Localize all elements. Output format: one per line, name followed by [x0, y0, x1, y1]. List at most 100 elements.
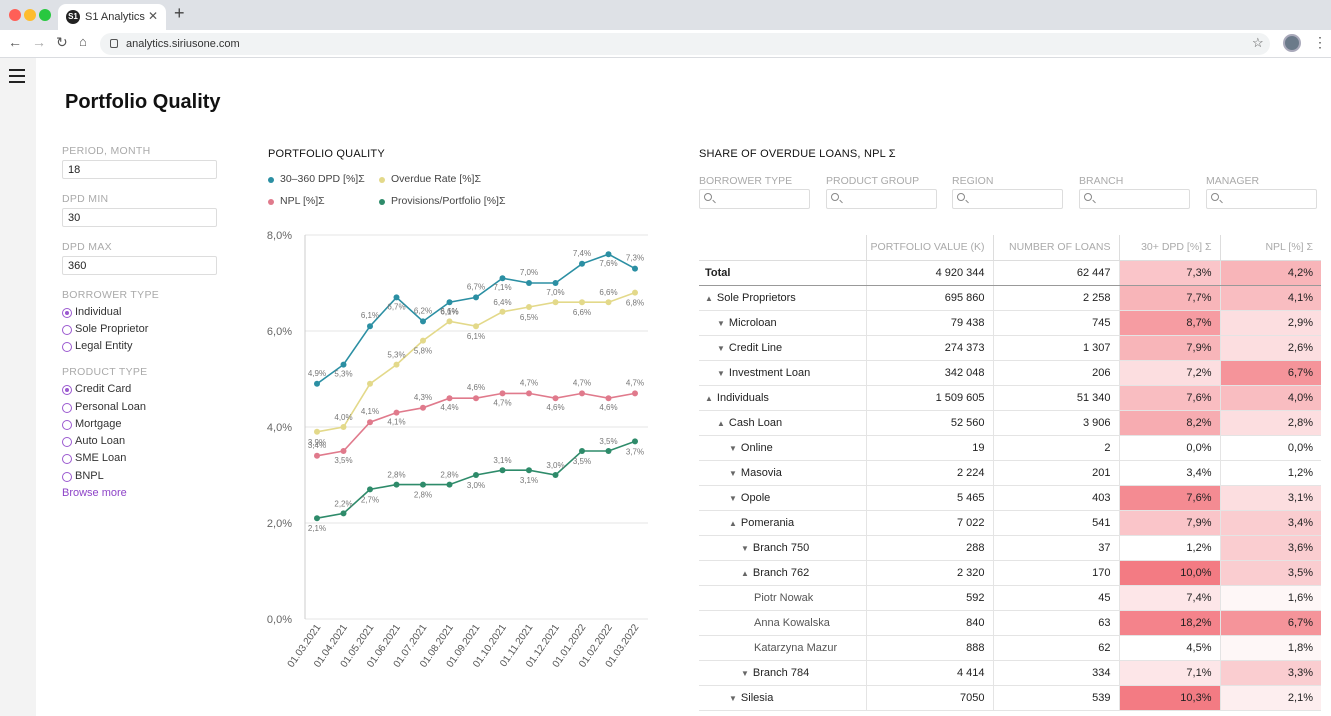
data-point	[526, 390, 532, 397]
data-label: 4,4%	[440, 403, 458, 412]
cell-dpd: 8,7%	[1118, 310, 1220, 336]
column-header[interactable]: NPL [%] Σ	[1219, 235, 1321, 261]
legend-item-overdue[interactable]: Overdue Rate [%]Σ	[379, 173, 481, 185]
cell-loans: 1 307	[992, 335, 1119, 361]
expand-arrow-icon[interactable]: ▼	[717, 318, 725, 328]
table-row[interactable]: ▼ Branch 784 4 414 334 7,1% 3,3%	[699, 660, 1321, 686]
table-row[interactable]: ▼ Masovia 2 224 201 3,4% 1,2%	[699, 460, 1321, 486]
search-input-region[interactable]	[952, 189, 1063, 209]
radio-bnpl[interactable]: BNPL	[62, 470, 104, 482]
expand-arrow-icon[interactable]: ▼	[729, 693, 737, 703]
data-point	[314, 428, 320, 435]
table-row[interactable]: ▼ Silesia 7050 539 10,3% 2,1%	[699, 685, 1321, 711]
table-row[interactable]: ▲ Sole Proprietors 695 860 2 258 7,7% 4,1%	[699, 285, 1321, 311]
reload-icon[interactable]: ↻	[56, 34, 68, 50]
new-tab-icon[interactable]: +	[174, 3, 185, 23]
search-input-manager[interactable]	[1206, 189, 1317, 209]
data-point	[314, 515, 320, 522]
table-row[interactable]: ▼ Branch 750 288 37 1,2% 3,6%	[699, 535, 1321, 561]
borrower-type-label: BORROWER TYPE	[62, 289, 160, 301]
dpd-min-label: DPD MIN	[62, 193, 109, 205]
data-label: 4,6%	[546, 403, 564, 412]
expand-arrow-icon[interactable]: ▼	[729, 443, 737, 453]
browser-tab[interactable]: S1 S1 Analytics ✕	[58, 4, 166, 30]
row-label: Masovia	[740, 466, 782, 479]
period-input[interactable]: 18	[62, 160, 217, 179]
table-row[interactable]: Anna Kowalska 840 63 18,2% 6,7%	[699, 610, 1321, 636]
dpd-max-input[interactable]: 360	[62, 256, 217, 275]
minimize-window-button[interactable]	[24, 9, 36, 21]
expand-arrow-icon[interactable]: ▼	[741, 543, 749, 553]
overdue-loans-table: PORTFOLIO VALUE (K) NUMBER OF LOANS 30+ …	[699, 235, 1321, 711]
data-point	[605, 448, 612, 454]
dpd-min-input[interactable]: 30	[62, 208, 217, 227]
expand-arrow-icon[interactable]: ▼	[717, 343, 725, 353]
legend-item-npl[interactable]: NPL [%]Σ	[268, 195, 325, 207]
search-input-borrower-type[interactable]	[699, 189, 810, 209]
table-row[interactable]: ▼ Investment Loan 342 048 206 7,2% 6,7%	[699, 360, 1321, 386]
data-label: 3,7%	[626, 447, 644, 456]
cell-dpd: 8,2%	[1118, 410, 1220, 436]
table-row[interactable]: ▼ Microloan 79 438 745 8,7% 2,9%	[699, 310, 1321, 336]
data-point	[632, 390, 638, 397]
collapse-arrow-icon[interactable]: ▲	[705, 293, 713, 303]
forward-icon[interactable]: →	[32, 34, 46, 50]
hamburger-menu-icon[interactable]	[9, 69, 25, 83]
table-row[interactable]: Katarzyna Mazur 888 62 4,5% 1,8%	[699, 635, 1321, 661]
maximize-window-button[interactable]	[39, 9, 51, 21]
table-row[interactable]: ▼ Online 19 2 0,0% 0,0%	[699, 435, 1321, 461]
expand-arrow-icon[interactable]: ▼	[741, 668, 749, 678]
data-label: 7,3%	[626, 254, 644, 263]
cell-dpd: 7,3%	[1118, 260, 1220, 286]
table-row[interactable]: ▲ Cash Loan 52 560 3 906 8,2% 2,8%	[699, 410, 1321, 436]
data-point	[340, 424, 347, 430]
cell-loans: 45	[992, 585, 1119, 611]
product-type-label: PRODUCT TYPE	[62, 366, 148, 378]
column-header[interactable]: NUMBER OF LOANS	[992, 235, 1119, 261]
data-point	[340, 361, 347, 368]
radio-credit-card[interactable]: Credit Card	[62, 383, 131, 395]
expand-arrow-icon[interactable]: ▼	[717, 368, 725, 378]
table-row[interactable]: Piotr Nowak 592 45 7,4% 1,6%	[699, 585, 1321, 611]
back-icon[interactable]: ←	[8, 34, 22, 50]
radio-mortgage[interactable]: Mortgage	[62, 418, 121, 430]
legend-marker	[268, 199, 274, 205]
data-label: 4,1%	[361, 407, 379, 416]
profile-avatar[interactable]	[1283, 34, 1301, 52]
expand-arrow-icon[interactable]: ▼	[729, 468, 737, 478]
bookmark-star-icon[interactable]: ☆	[1252, 35, 1264, 50]
home-icon[interactable]: ⌂	[79, 34, 87, 49]
table-row[interactable]: Total 4 920 344 62 447 7,3% 4,2%	[699, 260, 1321, 286]
browser-menu-icon[interactable]: ⋮	[1313, 34, 1327, 50]
radio-sole-proprietor[interactable]: Sole Proprietor	[62, 323, 148, 335]
collapse-arrow-icon[interactable]: ▲	[741, 568, 749, 578]
search-input-branch[interactable]	[1079, 189, 1190, 209]
expand-arrow-icon[interactable]: ▼	[729, 493, 737, 503]
search-input-product-group[interactable]	[826, 189, 937, 209]
collapse-arrow-icon[interactable]: ▲	[717, 418, 725, 428]
row-label: Branch 750	[752, 541, 810, 554]
table-row[interactable]: ▲ Individuals 1 509 605 51 340 7,6% 4,0%	[699, 385, 1321, 411]
table-row[interactable]: ▼ Opole 5 465 403 7,6% 3,1%	[699, 485, 1321, 511]
table-row[interactable]: ▲ Branch 762 2 320 170 10,0% 3,5%	[699, 560, 1321, 586]
collapse-arrow-icon[interactable]: ▲	[705, 393, 713, 403]
radio-auto-loan[interactable]: Auto Loan	[62, 435, 125, 447]
close-tab-icon[interactable]: ✕	[147, 9, 158, 23]
column-header[interactable]: PORTFOLIO VALUE (K)	[865, 235, 993, 261]
row-label-cell: ▼ Silesia	[699, 685, 866, 711]
radio-sme-loan[interactable]: SME Loan	[62, 452, 126, 464]
table-row[interactable]: ▲ Pomerania 7 022 541 7,9% 3,4%	[699, 510, 1321, 536]
column-header[interactable]: 30+ DPD [%] Σ	[1118, 235, 1220, 261]
close-window-button[interactable]	[9, 9, 21, 21]
dpd-max-label: DPD MAX	[62, 241, 112, 253]
cell-loans: 62 447	[992, 260, 1119, 286]
address-bar[interactable]: analytics.siriusone.com	[100, 33, 1270, 55]
table-row[interactable]: ▼ Credit Line 274 373 1 307 7,9% 2,6%	[699, 335, 1321, 361]
radio-legal-entity[interactable]: Legal Entity	[62, 340, 132, 352]
radio-individual[interactable]: Individual	[62, 306, 121, 318]
legend-item-provisions[interactable]: Provisions/Portfolio [%]Σ	[379, 195, 505, 207]
radio-personal-loan[interactable]: Personal Loan	[62, 401, 146, 413]
browse-more-link[interactable]: Browse more	[62, 487, 127, 499]
collapse-arrow-icon[interactable]: ▲	[729, 518, 737, 528]
legend-item-dpd[interactable]: 30–360 DPD [%]Σ	[268, 173, 365, 185]
